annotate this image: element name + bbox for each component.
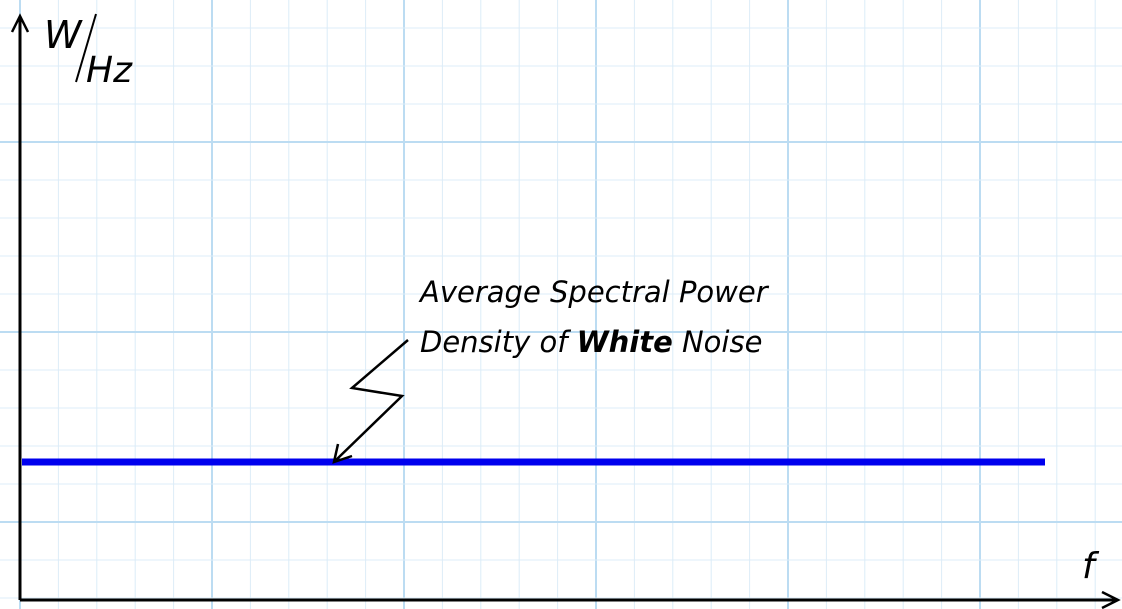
annotation-bold: White <box>577 325 673 359</box>
annotation-arrow <box>335 339 409 461</box>
x-axis-arrow <box>1101 590 1121 609</box>
annotation-arrowhead <box>332 443 353 464</box>
annotation-line1: Average Spectral Power <box>418 275 770 309</box>
y-label-denominator: Hz <box>86 50 133 91</box>
y-axis-arrow <box>10 13 30 33</box>
annotation-text: Noise <box>682 325 762 359</box>
x-label: f <box>1082 546 1100 587</box>
annotation-text: Density of <box>420 325 571 359</box>
y-label-slash <box>75 13 97 83</box>
annotation-line2: Density of White Noise <box>420 325 762 359</box>
y-label-numerator: W <box>44 13 83 57</box>
